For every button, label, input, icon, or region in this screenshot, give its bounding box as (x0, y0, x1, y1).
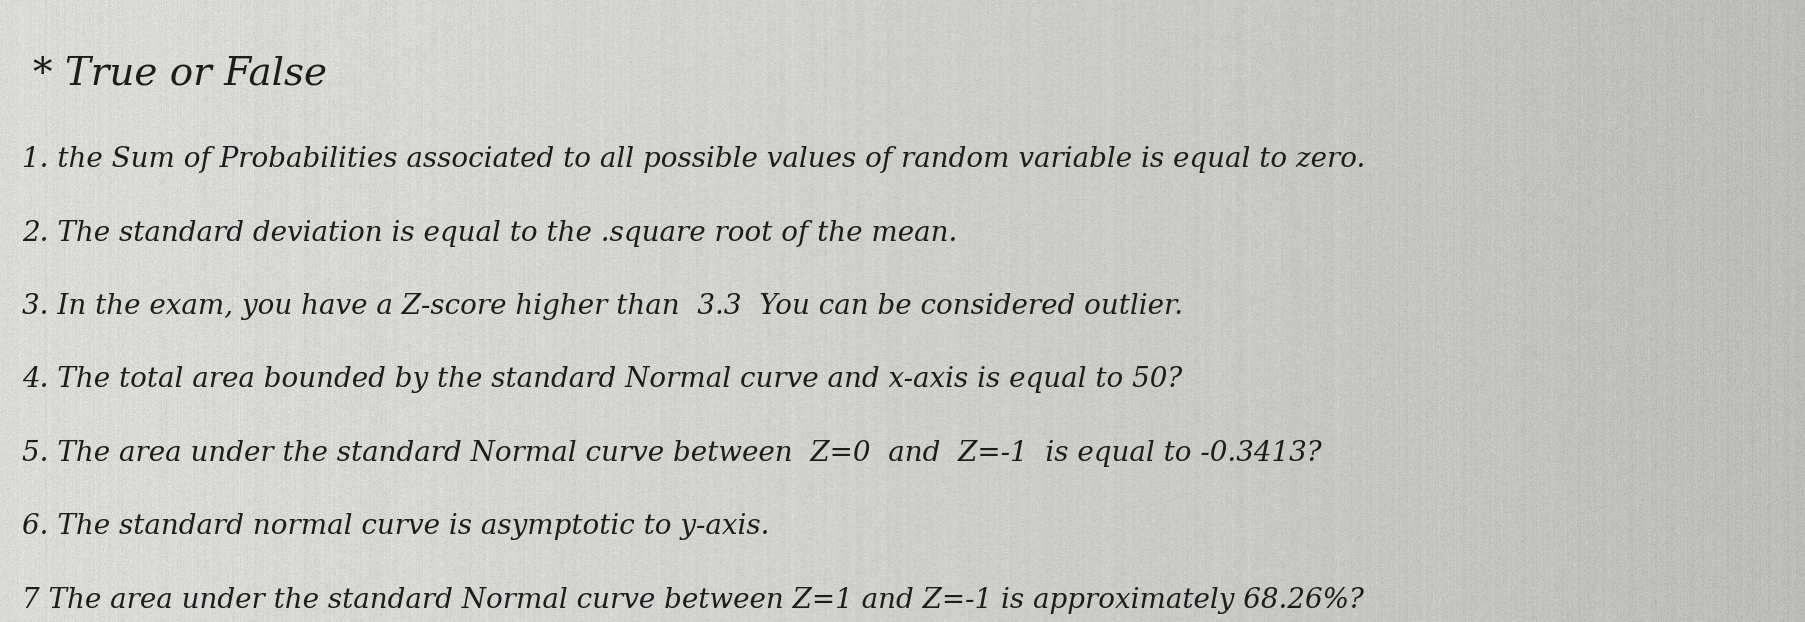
Text: 4. The total area bounded by the standard Normal curve and x-axis is equal to 50: 4. The total area bounded by the standar… (22, 366, 1180, 393)
Text: 3. In the exam, you have a Z-score higher than  3.3  You can be considered outli: 3. In the exam, you have a Z-score highe… (22, 293, 1182, 320)
Text: * True or False: * True or False (32, 56, 327, 93)
Text: 5. The area under the standard Normal curve between  Z=0  and  Z=-1  is equal to: 5. The area under the standard Normal cu… (22, 440, 1321, 466)
Text: 1. the Sum of Probabilities associated to all possible values of random variable: 1. the Sum of Probabilities associated t… (22, 146, 1365, 173)
Text: 6. The standard normal curve is asymptotic to y-axis.: 6. The standard normal curve is asymptot… (22, 513, 769, 540)
Text: 2. The standard deviation is equal to the .square root of the mean.: 2. The standard deviation is equal to th… (22, 220, 957, 246)
Text: 7 The area under the standard Normal curve between Z=1 and Z=-1 is approximately: 7 The area under the standard Normal cur… (22, 587, 1363, 613)
